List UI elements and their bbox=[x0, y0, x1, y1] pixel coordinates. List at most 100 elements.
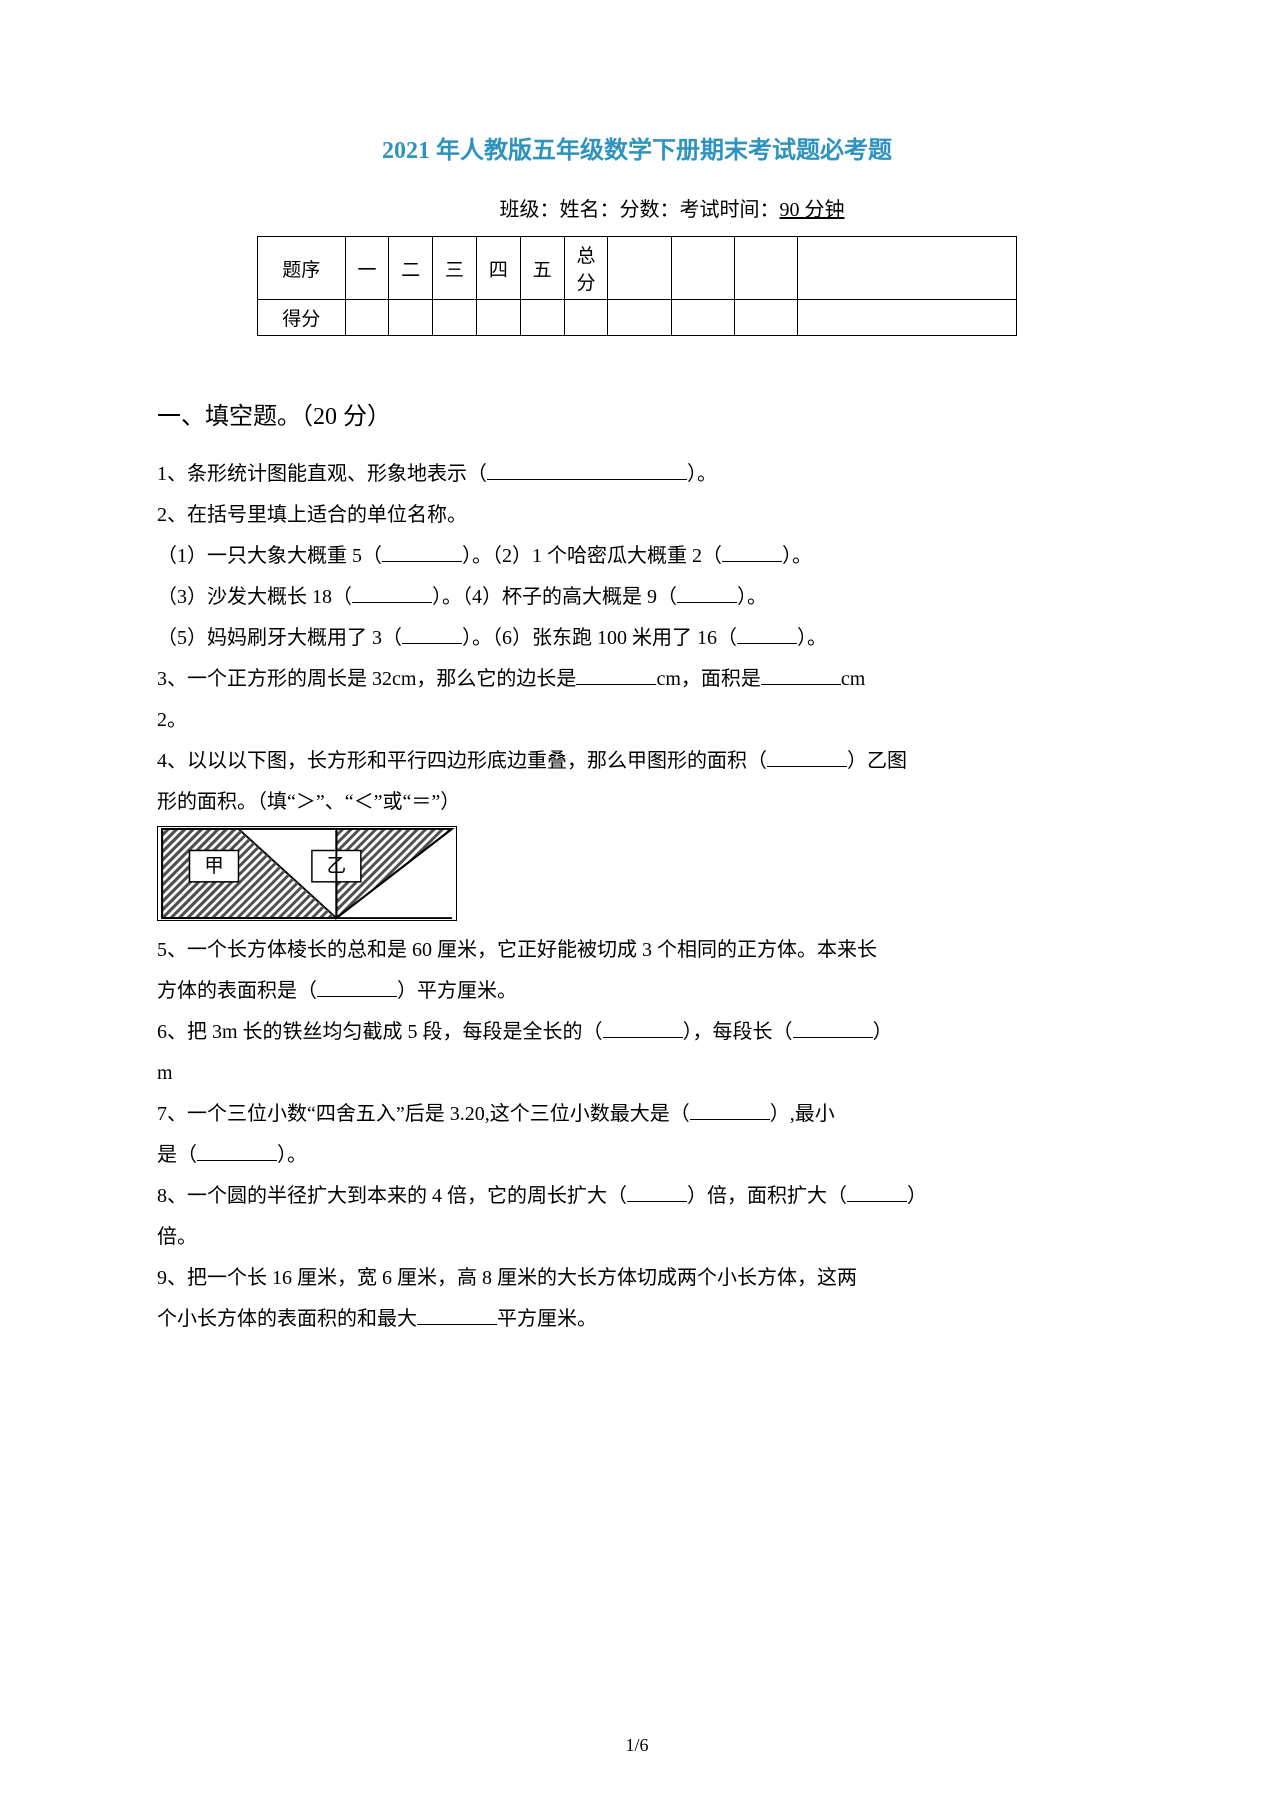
td-cell bbox=[345, 300, 389, 336]
blank bbox=[417, 1321, 497, 1325]
td-cell bbox=[734, 300, 797, 336]
time-value: 90 分钟 bbox=[780, 199, 845, 221]
question-3b: 2。 bbox=[157, 701, 1117, 740]
blank bbox=[737, 640, 797, 644]
question-5a: 5、一个长方体棱长的总和是 60 厘米，它正好能被切成 3 个相同的正方体。本来… bbox=[157, 931, 1117, 970]
th-five: 五 bbox=[520, 237, 564, 300]
q8a: 8、一个圆的半径扩大到本来的 4 倍，它的周长扩大（ bbox=[157, 1185, 627, 1207]
score-table: 题序 一 二 三 四 五 总分 得分 bbox=[257, 236, 1017, 336]
q6b: ），每段长（ bbox=[683, 1021, 793, 1043]
q6c: ） bbox=[873, 1021, 893, 1043]
q3c: cm bbox=[841, 668, 865, 690]
q1-end: ）。 bbox=[687, 463, 717, 485]
td-cell bbox=[433, 300, 477, 336]
blank bbox=[690, 1116, 770, 1120]
td-cell bbox=[520, 300, 564, 336]
q2-5c: ）。 bbox=[797, 627, 827, 649]
question-9b: 个小长方体的表面积的和最大 平方厘米。 bbox=[157, 1300, 1117, 1339]
q7d: ）。 bbox=[277, 1144, 307, 1166]
question-5b: 方体的表面积是（ ）平方厘米。 bbox=[157, 972, 1117, 1011]
figure-svg: 甲 甲 乙 bbox=[158, 827, 456, 920]
question-7: 7、一个三位小数“四舍五入”后是 3.20,这个三位小数最大是（ ）,最小 bbox=[157, 1095, 1117, 1134]
question-1: 1、条形统计图能直观、形象地表示（ ）。 bbox=[157, 455, 1117, 494]
blank bbox=[722, 558, 782, 562]
blank bbox=[487, 476, 687, 480]
th-blank3 bbox=[734, 237, 797, 300]
blank bbox=[627, 1198, 687, 1202]
blank bbox=[761, 681, 841, 685]
q6a: 6、把 3m 长的铁丝均匀截成 5 段，每段是全长的（ bbox=[157, 1021, 603, 1043]
q9b: 个小长方体的表面积的和最大 bbox=[157, 1308, 417, 1330]
question-9a: 9、把一个长 16 厘米，宽 6 厘米，高 8 厘米的大长方体切成两个小长方体，… bbox=[157, 1259, 1117, 1298]
time-label: 考试时间： bbox=[680, 199, 780, 221]
th-blank1 bbox=[608, 237, 671, 300]
q2-5b: ）。（6）张东跑 100 米用了 16（ bbox=[462, 627, 737, 649]
q4a: 4、以以以下图，长方形和平行四边形底边重叠，那么甲图形的面积（ bbox=[157, 750, 767, 772]
svg-text:甲: 甲 bbox=[204, 856, 224, 877]
q2-1c: ）。 bbox=[782, 545, 812, 567]
blank bbox=[603, 1034, 683, 1038]
q2-5a: （5）妈妈刷牙大概用了 3（ bbox=[157, 627, 402, 649]
question-6: 6、把 3m 长的铁丝均匀截成 5 段，每段是全长的（ ），每段长（ ） bbox=[157, 1013, 1117, 1052]
blank bbox=[317, 993, 397, 997]
th-blank4 bbox=[798, 237, 1017, 300]
th-two: 二 bbox=[389, 237, 433, 300]
q7c: 是（ bbox=[157, 1144, 197, 1166]
page-container: 2021 年人教版五年级数学下册期末考试题必考题 班级：姓名：分数：考试时间：9… bbox=[0, 0, 1274, 1339]
q8b: ）倍，面积扩大（ bbox=[687, 1185, 847, 1207]
table-row-header: 题序 一 二 三 四 五 总分 bbox=[258, 237, 1017, 300]
q1-text: 1、条形统计图能直观、形象地表示（ bbox=[157, 463, 487, 485]
th-four: 四 bbox=[476, 237, 520, 300]
question-7b: 是（ ）。 bbox=[157, 1136, 1117, 1175]
question-8: 8、一个圆的半径扩大到本来的 4 倍，它的周长扩大（ ）倍，面积扩大（ ） bbox=[157, 1177, 1117, 1216]
blank bbox=[382, 558, 462, 562]
th-one: 一 bbox=[345, 237, 389, 300]
blank bbox=[847, 1198, 907, 1202]
td-cell bbox=[389, 300, 433, 336]
blank bbox=[352, 599, 432, 603]
q3b: cm，面积是 bbox=[656, 668, 760, 690]
question-6b: m bbox=[157, 1054, 1117, 1093]
section-1-heading: 一、填空题。（20 分） bbox=[157, 396, 1117, 431]
q2-1b: ）。（2）1 个哈密瓜大概重 2（ bbox=[462, 545, 722, 567]
td-label: 得分 bbox=[258, 300, 346, 336]
question-2-5: （5）妈妈刷牙大概用了 3（ ）。（6）张东跑 100 米用了 16（ ）。 bbox=[157, 619, 1117, 658]
q4b: ）乙图 bbox=[847, 750, 907, 772]
q2-3c: ）。 bbox=[737, 586, 767, 608]
td-cell bbox=[476, 300, 520, 336]
question-4: 4、以以以下图，长方形和平行四边形底边重叠，那么甲图形的面积（ ）乙图 bbox=[157, 742, 1117, 781]
blank bbox=[402, 640, 462, 644]
q7b: ）,最小 bbox=[770, 1103, 835, 1125]
blank bbox=[767, 763, 847, 767]
table-row-score: 得分 bbox=[258, 300, 1017, 336]
q2-3b: ）。（4）杯子的高大概是 9（ bbox=[432, 586, 677, 608]
question-3: 3、一个正方形的周长是 32cm，那么它的边长是 cm，面积是 cm bbox=[157, 660, 1117, 699]
blank bbox=[677, 599, 737, 603]
question-2-3: （3）沙发大概长 18（）。（4）杯子的高大概是 9（）。 bbox=[157, 578, 1117, 617]
q5c: ）平方厘米。 bbox=[397, 980, 517, 1002]
q8c: ） bbox=[907, 1185, 927, 1207]
td-cell bbox=[608, 300, 671, 336]
th-label: 题序 bbox=[258, 237, 346, 300]
question-8b: 倍。 bbox=[157, 1218, 1117, 1257]
td-cell bbox=[798, 300, 1017, 336]
blank bbox=[793, 1034, 873, 1038]
question-2: 2、在括号里填上适合的单位名称。 bbox=[157, 496, 1117, 535]
blank bbox=[576, 681, 656, 685]
q9c: 平方厘米。 bbox=[497, 1308, 597, 1330]
q5b: 方体的表面积是（ bbox=[157, 980, 317, 1002]
blank bbox=[197, 1157, 277, 1161]
page-number: 1/6 bbox=[0, 1735, 1274, 1756]
exam-info-line: 班级：姓名：分数：考试时间：90 分钟 bbox=[157, 193, 1117, 222]
q3a: 3、一个正方形的周长是 32cm，那么它的边长是 bbox=[157, 668, 576, 690]
th-blank2 bbox=[671, 237, 734, 300]
q2-1a: （1）一只大象大概重 5（ bbox=[157, 545, 382, 567]
td-cell bbox=[564, 300, 608, 336]
th-three: 三 bbox=[433, 237, 477, 300]
figure-q4: 甲 甲 乙 bbox=[157, 826, 457, 921]
q7a: 7、一个三位小数“四舍五入”后是 3.20,这个三位小数最大是（ bbox=[157, 1103, 690, 1125]
score-label: 分数： bbox=[620, 199, 680, 221]
question-4b: 形的面积。（填“＞”、“＜”或“＝”） bbox=[157, 783, 1117, 822]
th-total: 总分 bbox=[564, 237, 608, 300]
class-label: 班级： bbox=[500, 199, 560, 221]
